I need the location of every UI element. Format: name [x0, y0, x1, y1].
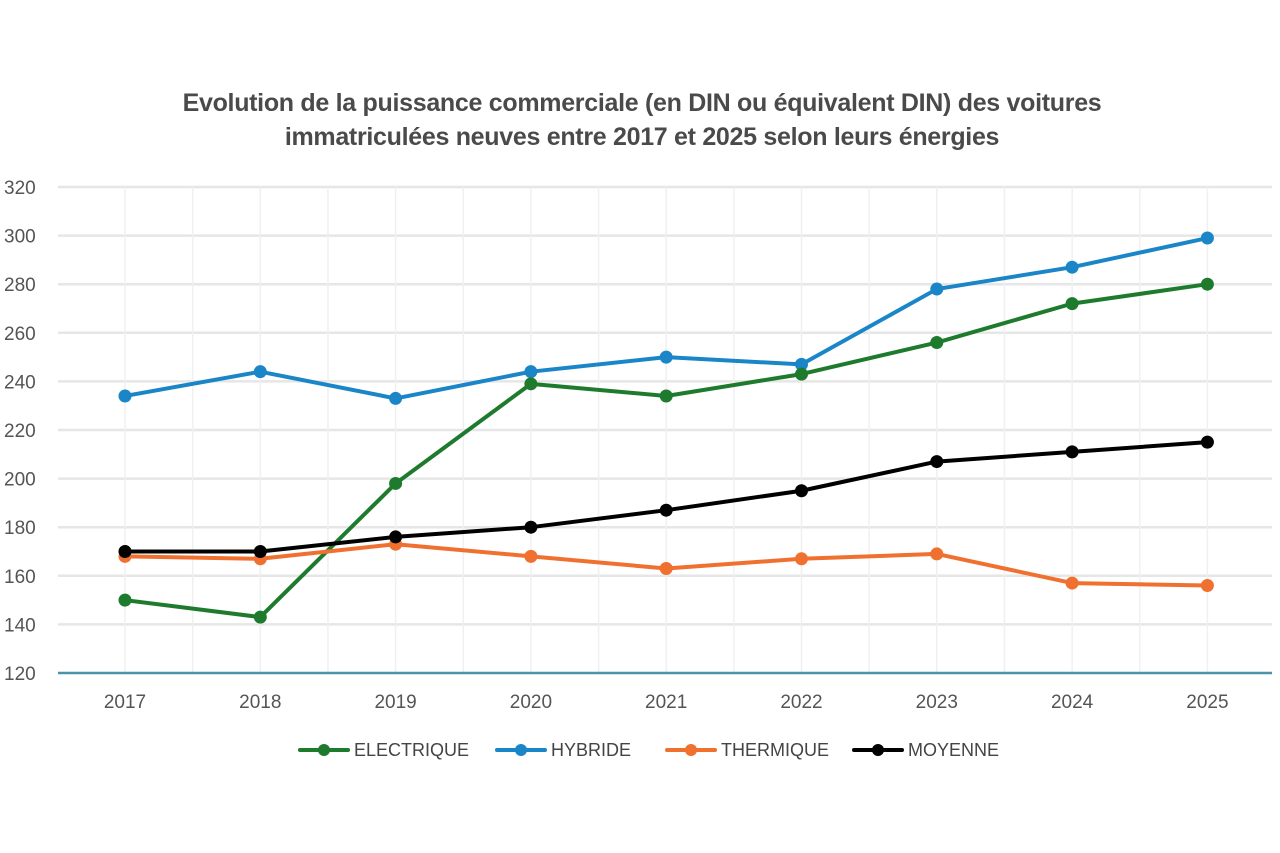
x-tick-label: 2025 — [1186, 692, 1228, 713]
data-point-hybride — [1200, 231, 1214, 245]
x-axis-tick-labels: 2017 2018 2019 2020 2021 2022 2023 2024 2025 — [104, 692, 1229, 713]
data-point-moyenne — [795, 484, 808, 498]
legend: ELECTRIQUE HYBRIDE THERMIQUE MOYENNE — [0, 736, 1280, 764]
series-layer — [118, 231, 1214, 624]
data-point-hybride — [389, 391, 403, 405]
legend-item-hybride: HYBRIDE — [495, 736, 631, 764]
data-point-thermique — [1200, 579, 1214, 593]
data-point-hybride — [524, 365, 538, 379]
legend-item-thermique: THERMIQUE — [665, 736, 829, 764]
data-point-electrique — [118, 593, 132, 607]
data-point-moyenne — [659, 503, 673, 517]
x-tick-label: 2021 — [645, 692, 687, 713]
data-point-hybride — [659, 350, 673, 364]
data-point-moyenne — [389, 530, 403, 544]
data-point-thermique — [659, 562, 673, 576]
data-point-moyenne — [1200, 435, 1214, 449]
x-tick-label: 2022 — [780, 692, 822, 713]
data-point-moyenne — [1065, 445, 1079, 459]
x-tick-label: 2017 — [104, 692, 146, 713]
chart-title-line-2: immatriculées neuves entre 2017 et 2025 … — [284, 123, 1000, 151]
data-point-electrique — [659, 389, 673, 403]
legend-marker-icon — [298, 738, 350, 762]
y-tick-label: 140 — [4, 615, 36, 636]
x-tick-label: 2023 — [916, 692, 958, 713]
chart-title: Evolution de la puissance commerciale (e… — [0, 86, 1280, 154]
series-thermique — [118, 537, 1214, 593]
data-point-hybride — [253, 365, 267, 379]
data-point-electrique — [930, 336, 944, 350]
legend-label: THERMIQUE — [721, 739, 829, 760]
y-tick-label: 240 — [4, 372, 36, 393]
y-tick-label: 260 — [4, 324, 36, 345]
y-tick-label: 320 — [4, 178, 36, 199]
data-point-moyenne — [253, 545, 267, 558]
data-point-hybride — [930, 282, 944, 296]
series-electrique — [118, 277, 1214, 624]
data-point-electrique — [524, 377, 538, 391]
x-tick-label: 2024 — [1051, 692, 1094, 713]
y-tick-label: 200 — [4, 470, 36, 491]
data-point-thermique — [930, 547, 944, 561]
data-point-thermique — [795, 552, 808, 566]
y-tick-label: 120 — [4, 664, 36, 685]
chart-title-line-1: Evolution de la puissance commerciale (e… — [182, 89, 1102, 117]
y-tick-label: 180 — [4, 518, 36, 539]
y-tick-label: 220 — [4, 421, 36, 442]
y-tick-label: 280 — [4, 275, 36, 296]
legend-label: ELECTRIQUE — [354, 739, 470, 760]
data-point-hybride — [1065, 260, 1079, 274]
data-point-electrique — [795, 367, 808, 381]
data-point-moyenne — [930, 455, 944, 469]
data-point-moyenne — [524, 520, 538, 534]
series-hybride — [118, 231, 1214, 405]
legend-item-moyenne: MOYENNE — [852, 736, 999, 764]
legend-marker-icon — [665, 738, 717, 762]
y-tick-label: 160 — [4, 567, 36, 588]
legend-label: MOYENNE — [908, 739, 1000, 760]
data-point-electrique — [1065, 297, 1079, 311]
y-axis-tick-labels: 120 140 160 180 200 220 240 260 280 300 320 — [4, 178, 36, 685]
data-point-hybride — [795, 357, 808, 371]
legend-item-electrique: ELECTRIQUE — [298, 736, 469, 764]
x-tick-label: 2018 — [239, 692, 281, 713]
data-point-hybride — [118, 389, 132, 403]
legend-marker-icon — [495, 738, 547, 762]
series-moyenne — [118, 435, 1214, 558]
legend-label: HYBRIDE — [551, 739, 632, 760]
data-point-thermique — [524, 549, 538, 563]
x-tick-label: 2020 — [510, 692, 552, 713]
data-point-electrique — [253, 610, 267, 624]
x-tick-label: 2019 — [374, 692, 416, 713]
y-tick-label: 300 — [4, 227, 36, 248]
legend-marker-icon — [852, 738, 904, 762]
data-point-thermique — [1065, 576, 1079, 590]
data-point-moyenne — [118, 545, 132, 558]
data-point-electrique — [389, 476, 403, 490]
data-point-electrique — [1200, 277, 1214, 291]
